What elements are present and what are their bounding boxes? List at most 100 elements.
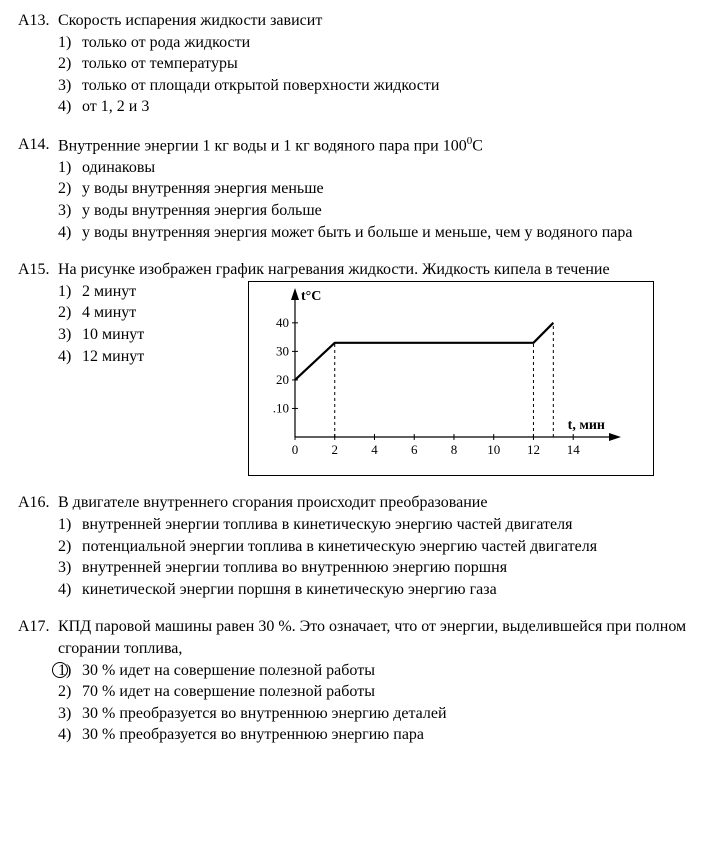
answer-option[interactable]: 1)внутренней энергии топлива в кинетичес… bbox=[58, 514, 688, 536]
option-text: внутренней энергии топлива в кинетическу… bbox=[82, 514, 688, 536]
svg-text:t, мин: t, мин bbox=[568, 418, 605, 433]
answer-option[interactable]: 2)только от температуры bbox=[58, 53, 688, 75]
question-text: В двигателе внутреннего сгорания происхо… bbox=[58, 492, 688, 514]
question-block: А13.Скорость испарения жидкости зависит1… bbox=[18, 10, 688, 118]
question-block: А14.Внутренние энергии 1 кг воды и 1 кг … bbox=[18, 134, 688, 243]
question-text: На рисунке изображен график нагревания ж… bbox=[58, 259, 688, 281]
answer-option[interactable]: 2)4 минут bbox=[58, 302, 248, 324]
answer-option[interactable]: 3)у воды внутренняя энергия больше bbox=[58, 200, 688, 222]
option-number: 4) bbox=[58, 222, 82, 244]
question-number: А13. bbox=[18, 10, 58, 32]
options-list: 1)30 % идет на совершение полезной работ… bbox=[58, 660, 688, 746]
option-number: 1) bbox=[58, 157, 82, 179]
option-text: от 1, 2 и 3 bbox=[82, 96, 688, 118]
answer-option[interactable]: 4)у воды внутренняя энергия может быть и… bbox=[58, 222, 688, 244]
question-header: А14.Внутренние энергии 1 кг воды и 1 кг … bbox=[18, 134, 688, 157]
answer-option[interactable]: 4)кинетической энергии поршня в кинетиче… bbox=[58, 579, 688, 601]
options-list: 1)одинаковы2)у воды внутренняя энергия м… bbox=[58, 157, 688, 243]
option-number: 3) bbox=[58, 200, 82, 222]
svg-text:30: 30 bbox=[276, 343, 289, 358]
question-block: А17.КПД паровой машины равен 30 %. Это о… bbox=[18, 616, 688, 746]
option-text: у воды внутренняя энергия меньше bbox=[82, 178, 688, 200]
option-number: 4) bbox=[58, 579, 82, 601]
option-number: 3) bbox=[58, 703, 82, 725]
option-number: 2) bbox=[58, 178, 82, 200]
question-text: КПД паровой машины равен 30 %. Это означ… bbox=[58, 616, 688, 659]
answer-option[interactable]: 1)30 % идет на совершение полезной работ… bbox=[58, 660, 688, 682]
option-text: 30 % преобразуется во внутреннюю энергию… bbox=[82, 703, 688, 725]
option-text: 10 минут bbox=[82, 324, 248, 346]
question-header: А13.Скорость испарения жидкости зависит bbox=[18, 10, 688, 32]
answer-option[interactable]: 4)12 минут bbox=[58, 346, 248, 368]
question-number: А15. bbox=[18, 259, 58, 281]
answer-option[interactable]: 2)потенциальной энергии топлива в кинети… bbox=[58, 536, 688, 558]
answer-option[interactable]: 3)30 % преобразуется во внутреннюю энерг… bbox=[58, 703, 688, 725]
option-number: 2) bbox=[58, 53, 82, 75]
question-text: Скорость испарения жидкости зависит bbox=[58, 10, 688, 32]
option-text: потенциальной энергии топлива в кинетиче… bbox=[82, 536, 688, 558]
option-number: 3) bbox=[58, 324, 82, 346]
question-header: А15.На рисунке изображен график нагреван… bbox=[18, 259, 688, 281]
option-text: 12 минут bbox=[82, 346, 248, 368]
question-number: А14. bbox=[18, 134, 58, 156]
svg-text:12: 12 bbox=[527, 442, 540, 457]
options-list: 1)внутренней энергии топлива в кинетичес… bbox=[58, 514, 688, 600]
option-number: 2) bbox=[58, 681, 82, 703]
option-text: у воды внутренняя энергия больше bbox=[82, 200, 688, 222]
option-text: 2 минут bbox=[82, 281, 248, 303]
option-text: 30 % идет на совершение полезной работы bbox=[82, 660, 688, 682]
option-text: внутренней энергии топлива во внутреннюю… bbox=[82, 557, 688, 579]
option-number: 4) bbox=[58, 724, 82, 746]
option-text: 30 % преобразуется во внутреннюю энергию… bbox=[82, 724, 688, 746]
question-block: А15.На рисунке изображен график нагреван… bbox=[18, 259, 688, 476]
option-number: 1) bbox=[58, 660, 82, 682]
answer-option[interactable]: 1)2 минут bbox=[58, 281, 248, 303]
option-number: 1) bbox=[58, 514, 82, 536]
svg-text:4: 4 bbox=[371, 442, 378, 457]
svg-text:20: 20 bbox=[276, 372, 289, 387]
question-number: А17. bbox=[18, 616, 58, 638]
svg-text:14: 14 bbox=[567, 442, 581, 457]
option-text: 4 минут bbox=[82, 302, 248, 324]
answer-option[interactable]: 3)10 минут bbox=[58, 324, 248, 346]
heating-chart: .1020304002468101214t°Ct, мин bbox=[248, 281, 654, 477]
question-header: А17.КПД паровой машины равен 30 %. Это о… bbox=[18, 616, 688, 659]
question-block: А16.В двигателе внутреннего сгорания про… bbox=[18, 492, 688, 600]
option-number: 1) bbox=[58, 281, 82, 303]
options-list: 1)только от рода жидкости2)только от тем… bbox=[58, 32, 688, 118]
svg-text:.10: .10 bbox=[273, 400, 289, 415]
question-header: А16.В двигателе внутреннего сгорания про… bbox=[18, 492, 688, 514]
svg-text:10: 10 bbox=[487, 442, 500, 457]
option-text: только от площади открытой поверхности ж… bbox=[82, 75, 688, 97]
option-number: 4) bbox=[58, 346, 82, 368]
option-number: 3) bbox=[58, 75, 82, 97]
option-text: у воды внутренняя энергия может быть и б… bbox=[82, 222, 688, 244]
option-text: только от температуры bbox=[82, 53, 688, 75]
option-number: 2) bbox=[58, 536, 82, 558]
svg-text:6: 6 bbox=[411, 442, 418, 457]
answer-option[interactable]: 3)только от площади открытой поверхности… bbox=[58, 75, 688, 97]
option-text: только от рода жидкости bbox=[82, 32, 688, 54]
answer-option[interactable]: 1)только от рода жидкости bbox=[58, 32, 688, 54]
answer-option[interactable]: 4)30 % преобразуется во внутреннюю энерг… bbox=[58, 724, 688, 746]
svg-text:t°C: t°C bbox=[301, 289, 321, 304]
option-number: 3) bbox=[58, 557, 82, 579]
option-number: 1) bbox=[58, 32, 82, 54]
svg-text:2: 2 bbox=[331, 442, 338, 457]
answer-option[interactable]: 3)внутренней энергии топлива во внутренн… bbox=[58, 557, 688, 579]
option-text: кинетической энергии поршня в кинетическ… bbox=[82, 579, 688, 601]
answer-option[interactable]: 1)одинаковы bbox=[58, 157, 688, 179]
option-number: 2) bbox=[58, 302, 82, 324]
answer-option[interactable]: 4)от 1, 2 и 3 bbox=[58, 96, 688, 118]
question-number: А16. bbox=[18, 492, 58, 514]
answer-option[interactable]: 2)у воды внутренняя энергия меньше bbox=[58, 178, 688, 200]
answer-option[interactable]: 2)70 % идет на совершение полезной работ… bbox=[58, 681, 688, 703]
option-text: 70 % идет на совершение полезной работы bbox=[82, 681, 688, 703]
option-text: одинаковы bbox=[82, 157, 688, 179]
option-number: 4) bbox=[58, 96, 82, 118]
question-text: Внутренние энергии 1 кг воды и 1 кг водя… bbox=[58, 134, 688, 157]
chart-row: 1)2 минут2)4 минут3)10 минут4)12 минут .1… bbox=[58, 281, 688, 477]
svg-text:0: 0 bbox=[292, 442, 299, 457]
svg-text:40: 40 bbox=[276, 315, 289, 330]
options-list: 1)2 минут2)4 минут3)10 минут4)12 минут bbox=[58, 281, 248, 367]
